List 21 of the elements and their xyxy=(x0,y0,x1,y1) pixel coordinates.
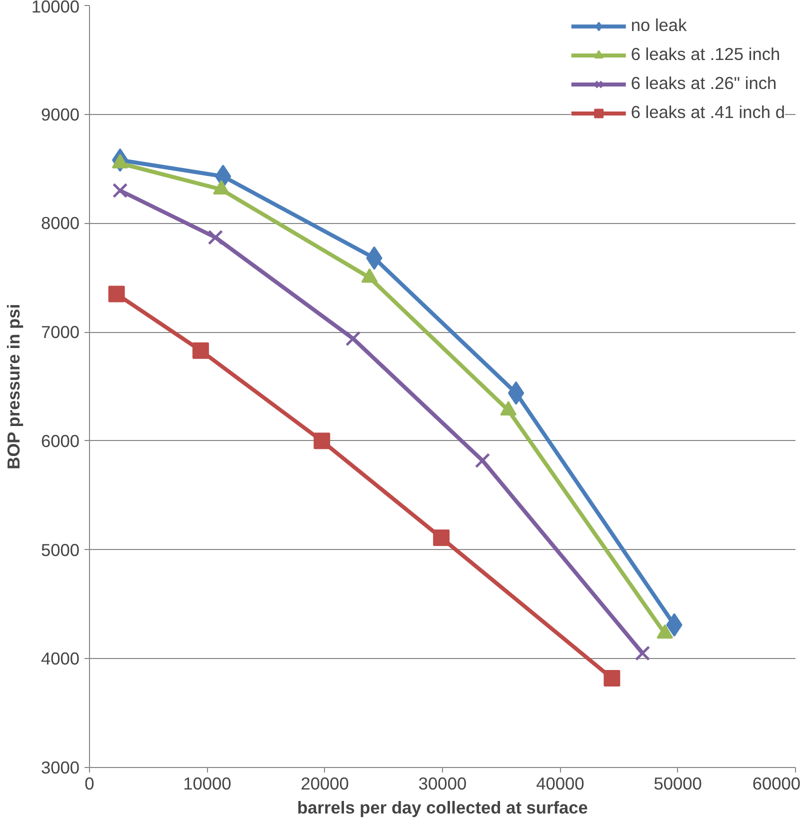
y-tick-label: 9000 xyxy=(40,104,80,124)
y-tick-label: 10000 xyxy=(31,0,80,16)
legend-label: no leak xyxy=(630,15,687,36)
legend-label: 6 leaks at .26" inch xyxy=(630,73,777,94)
y-tick-label: 8000 xyxy=(40,213,80,234)
x-tick-label: 40000 xyxy=(536,774,584,794)
y-tick-label: 7000 xyxy=(40,322,80,342)
x-tick-label: 60000 xyxy=(752,774,800,794)
x-tick-label: 10000 xyxy=(183,774,232,794)
y-tick-label: 5000 xyxy=(40,540,80,560)
y-tick-label: 4000 xyxy=(40,648,80,669)
y-axis-title: BOP pressure in psi xyxy=(3,304,24,470)
y-tick-label: 6000 xyxy=(40,430,80,451)
y-tick-label: 3000 xyxy=(40,758,80,778)
x-tick-label: 50000 xyxy=(654,774,702,794)
legend-label: 6 leaks at .41 inch d xyxy=(630,102,785,123)
x-axis-title: barrels per day collected at surface xyxy=(297,798,588,818)
x-tick-label: 20000 xyxy=(300,774,349,794)
legend-label: 6 leaks at .125 inch xyxy=(630,44,780,65)
x-tick-label: 30000 xyxy=(418,774,467,794)
x-tick-label: 0 xyxy=(84,774,94,794)
